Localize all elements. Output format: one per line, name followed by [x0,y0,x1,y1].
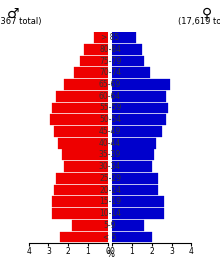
Bar [84,44,108,55]
Text: 25-29: 25-29 [99,174,121,183]
Text: 50-54: 50-54 [99,115,121,124]
Bar [112,196,164,207]
Text: 70-74: 70-74 [99,68,121,77]
Bar [112,114,166,125]
Bar [58,138,108,149]
Bar [112,161,152,172]
Bar [52,102,108,113]
Text: ♀: ♀ [202,7,212,21]
Bar [60,232,108,242]
Bar [112,149,154,160]
Bar [112,102,168,113]
Text: ♂: ♂ [7,7,19,21]
Bar [64,79,108,90]
Text: (17,619 total): (17,619 total) [178,17,220,26]
Text: 55-59: 55-59 [99,103,121,112]
Bar [112,126,162,137]
Text: 35-39: 35-39 [99,150,121,159]
Bar [52,196,108,207]
Text: 80-84: 80-84 [99,45,121,54]
Bar [50,114,108,125]
Text: 15-19: 15-19 [99,197,121,206]
Bar [112,56,144,67]
Bar [54,185,108,195]
Bar [112,79,170,90]
Text: 5-9: 5-9 [104,221,116,230]
Text: > 85: > 85 [101,33,119,42]
Text: 75-79: 75-79 [99,56,121,65]
Text: 65-69: 65-69 [99,80,121,89]
Text: 10-14: 10-14 [99,209,121,218]
Text: 20-24: 20-24 [99,186,121,195]
Text: < 5: < 5 [103,233,117,242]
Bar [112,138,156,149]
Bar [64,161,108,172]
Bar [112,173,158,184]
Bar [112,91,166,102]
Bar [62,149,108,160]
Bar [112,67,150,78]
Bar [112,185,158,195]
Bar [112,232,152,242]
Bar [74,67,108,78]
Bar [112,44,142,55]
Bar [52,208,108,219]
Text: %: % [106,250,114,259]
Bar [94,32,108,43]
Bar [112,32,136,43]
Text: 30-34: 30-34 [99,162,121,171]
Bar [72,220,108,231]
Text: (19,367 total): (19,367 total) [0,17,42,26]
Bar [56,91,108,102]
Bar [54,126,108,137]
Bar [112,220,144,231]
Bar [56,173,108,184]
Text: 45-49: 45-49 [99,127,121,136]
Bar [80,56,108,67]
Text: 60-64: 60-64 [99,92,121,101]
Text: 40-44: 40-44 [99,139,121,148]
Bar [112,208,164,219]
